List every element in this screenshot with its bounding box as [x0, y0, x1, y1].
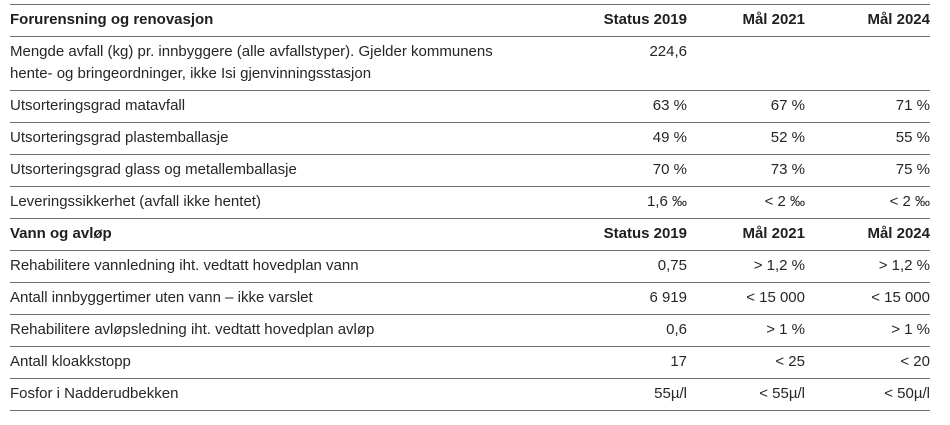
col-header-status-2019: Status 2019 [597, 218, 687, 251]
metric-label: Fosfor i Nadderudbekken [10, 378, 597, 411]
status-2019-cell: 0,6 [597, 314, 687, 347]
mal-2021-cell: < 15 000 [687, 282, 805, 315]
status-2019-cell: 55µ/l [597, 378, 687, 411]
metric-label: Rehabilitere vannledning iht. vedtatt ho… [10, 250, 597, 283]
metric-row: Utsorteringsgrad glass og metallemballas… [10, 154, 930, 187]
mal-2021-cell: 67 % [687, 90, 805, 123]
mal-2024-cell: < 2 ‰ [805, 186, 930, 219]
section-title: Forurensning og renovasjon [10, 4, 597, 37]
metric-row: Utsorteringsgrad matavfall 63 % 67 % 71 … [10, 90, 930, 123]
mal-2024-cell: 75 % [805, 154, 930, 187]
mal-2021-cell: < 25 [687, 346, 805, 379]
status-2019-cell: 17 [597, 346, 687, 379]
col-header-status-2019: Status 2019 [597, 4, 687, 37]
mal-2024-cell: > 1,2 % [805, 250, 930, 283]
metric-row: Antall innbyggertimer uten vann – ikke v… [10, 282, 930, 315]
mal-2024-cell: 71 % [805, 90, 930, 123]
metric-label: Antall kloakkstopp [10, 346, 597, 379]
metric-row: Antall kloakkstopp 17 < 25 < 20 [10, 346, 930, 379]
metric-label: Utsorteringsgrad matavfall [10, 90, 597, 123]
col-header-mal-2024: Mål 2024 [805, 4, 930, 37]
metric-label: Utsorteringsgrad glass og metallemballas… [10, 154, 597, 187]
metric-row: Fosfor i Nadderudbekken 55µ/l < 55µ/l < … [10, 378, 930, 411]
mal-2021-cell: > 1,2 % [687, 250, 805, 283]
status-2019-cell: 224,6 [597, 36, 687, 91]
metric-row: Rehabilitere avløpsledning iht. vedtatt … [10, 314, 930, 347]
col-header-mal-2021: Mål 2021 [687, 218, 805, 251]
metric-label: Utsorteringsgrad plastemballasje [10, 122, 597, 155]
mal-2021-cell: 52 % [687, 122, 805, 155]
status-2019-cell: 6 919 [597, 282, 687, 315]
metric-label: Rehabilitere avløpsledning iht. vedtatt … [10, 314, 597, 347]
metric-row: Leveringssikkerhet (avfall ikke hentet) … [10, 186, 930, 219]
mal-2024-cell: 55 % [805, 122, 930, 155]
section-header-row-vann-og-avlop: Vann og avløp Status 2019 Mål 2021 Mål 2… [10, 218, 930, 251]
mal-2024-cell: < 50µ/l [805, 378, 930, 411]
mal-2021-cell: < 55µ/l [687, 378, 805, 411]
metric-row: Utsorteringsgrad plastemballasje 49 % 52… [10, 122, 930, 155]
status-2019-cell: 0,75 [597, 250, 687, 283]
section-title: Vann og avløp [10, 218, 597, 251]
mal-2021-cell: > 1 % [687, 314, 805, 347]
metric-row: Mengde avfall (kg) pr. innbyggere (alle … [10, 36, 930, 91]
mal-2024-cell [805, 36, 930, 91]
status-2019-cell: 1,6 ‰ [597, 186, 687, 219]
status-2019-cell: 63 % [597, 90, 687, 123]
mal-2021-cell: 73 % [687, 154, 805, 187]
metric-label: Antall innbyggertimer uten vann – ikke v… [10, 282, 597, 315]
status-2019-cell: 70 % [597, 154, 687, 187]
status-2019-cell: 49 % [597, 122, 687, 155]
mal-2024-cell: > 1 % [805, 314, 930, 347]
col-header-mal-2021: Mål 2021 [687, 4, 805, 37]
metric-label: Leveringssikkerhet (avfall ikke hentet) [10, 186, 597, 219]
mal-2021-cell [687, 36, 805, 91]
metric-row: Rehabilitere vannledning iht. vedtatt ho… [10, 250, 930, 283]
mal-2024-cell: < 15 000 [805, 282, 930, 315]
section-header-row-forurensning: Forurensning og renovasjon Status 2019 M… [10, 4, 930, 37]
mal-2021-cell: < 2 ‰ [687, 186, 805, 219]
mal-2024-cell: < 20 [805, 346, 930, 379]
kpi-table: Forurensning og renovasjon Status 2019 M… [10, 4, 930, 411]
metric-label: Mengde avfall (kg) pr. innbyggere (alle … [10, 36, 597, 91]
col-header-mal-2024: Mål 2024 [805, 218, 930, 251]
